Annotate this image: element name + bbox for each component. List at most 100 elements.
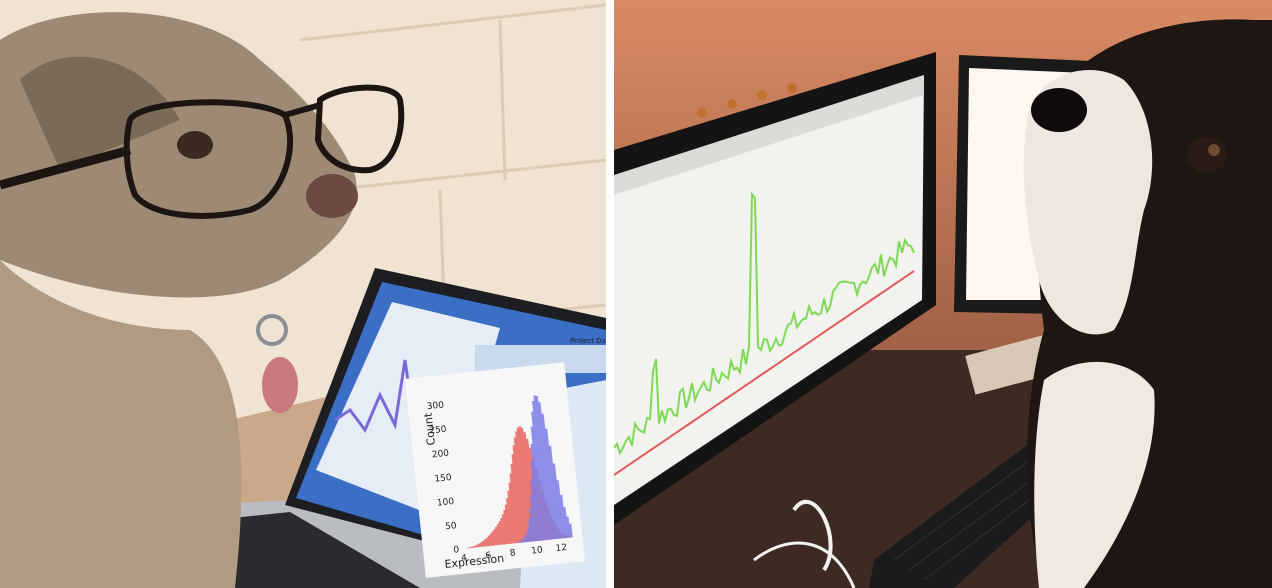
histogram-bar-b — [538, 402, 555, 540]
left-photo-scene: Project Data 0 50 100 150 200 250 300 4 6 8 10 12 … — [0, 0, 606, 588]
histogram-y-tick-label: 100 — [436, 497, 454, 509]
histogram-bar-b — [530, 443, 543, 541]
histogram-bar-b — [516, 542, 520, 544]
histogram-bar-b — [535, 395, 553, 540]
histogram-bar-b — [527, 526, 531, 542]
right-photo-scene — [614, 0, 1272, 588]
histogram-x-tick-label: 6 — [485, 551, 492, 562]
histogram-bar-a — [489, 533, 494, 546]
project-data-title: Project Data — [570, 337, 606, 345]
histogram-bar-b — [518, 541, 522, 543]
histogram-bar-b — [530, 461, 541, 541]
histogram-bar-b — [530, 426, 545, 541]
dog-nose — [306, 174, 358, 218]
histogram-bar-b — [552, 463, 563, 539]
histogram-bar-a — [506, 498, 514, 544]
histogram-bar-a — [496, 524, 502, 546]
histogram-bar-a — [509, 473, 520, 544]
histogram-bar-a — [478, 543, 482, 548]
histogram-bar-b — [556, 480, 565, 539]
dog-eye — [1187, 137, 1227, 173]
histogram-bar-b — [541, 413, 557, 540]
glasses-arm — [0, 145, 132, 190]
histogram-bar-b — [522, 538, 526, 543]
photo-divider — [606, 0, 614, 588]
collar-tag — [262, 357, 298, 413]
monitor-toolbar — [614, 75, 924, 195]
histogram-bar-a — [493, 529, 498, 546]
histogram-bar-a — [503, 509, 510, 545]
histogram-bar-b — [548, 445, 561, 539]
histogram-bar-a — [472, 545, 476, 548]
histogram-bar-b — [529, 494, 537, 542]
dog-right — [1023, 19, 1272, 588]
dog-white-chest — [1034, 361, 1155, 588]
histogram-bar-a — [511, 454, 524, 543]
glasses — [0, 84, 405, 219]
histogram-bar-b — [531, 411, 547, 541]
histogram-y-tick-label: 200 — [431, 449, 449, 461]
histogram-bar-b — [531, 400, 549, 540]
dog-nose — [1031, 88, 1087, 132]
right-photo-dog-with-monitors — [614, 0, 1272, 588]
histogram-bar-b — [569, 523, 573, 538]
histogram-bar-a — [507, 490, 516, 544]
white-cable — [792, 499, 833, 572]
histogram-bar-b — [563, 507, 569, 538]
histogram-bar-a — [501, 514, 508, 545]
histogram-bar-a — [468, 547, 472, 549]
histogram-bar-b — [566, 516, 571, 538]
histogram-bar-b — [528, 518, 533, 542]
histogram-x-tick-label: 12 — [555, 543, 567, 554]
histogram-x-ticks: 4 6 8 10 12 — [461, 543, 568, 564]
monitor-signal-line — [614, 191, 915, 456]
laptop-keyboard — [205, 512, 420, 588]
histogram-x-tick-label: 8 — [509, 548, 516, 559]
histogram-y-tick-label: 150 — [434, 473, 452, 485]
histogram-bars — [466, 395, 573, 549]
histogram-y-label: Count — [422, 412, 438, 447]
histogram-bar-a — [470, 546, 474, 548]
histogram-bar-a — [504, 504, 512, 544]
histogram-bar-a — [500, 517, 506, 545]
histogram-bar-a — [515, 431, 529, 543]
histogram-bar-a — [466, 547, 470, 549]
histogram-bar-a — [513, 437, 528, 543]
dog-left — [0, 12, 405, 588]
histogram-x-tick-label: 4 — [461, 553, 468, 564]
histogram-y-tick-label: 0 — [453, 545, 460, 556]
histogram-bar-a — [518, 426, 533, 542]
glasses-right-lens — [314, 84, 405, 174]
histogram-bar-a — [516, 427, 531, 542]
histogram-y-tick-label: 300 — [426, 400, 444, 412]
histogram-bar-b — [559, 494, 567, 539]
histogram-bar-a — [494, 526, 500, 546]
histogram-y-ticks: 0 50 100 150 200 250 300 — [426, 400, 460, 556]
histogram-bar-b — [530, 479, 539, 542]
glasses-bridge — [284, 102, 321, 118]
histogram-bar-b — [533, 395, 551, 540]
histogram-bar-a — [508, 482, 518, 544]
monitor-trend-line — [614, 270, 915, 476]
histogram-bar-a — [491, 531, 496, 546]
dog-white-face — [1023, 70, 1153, 335]
collar-ring — [256, 314, 288, 346]
histogram-y-tick-label: 50 — [445, 521, 458, 532]
histogram-bar-a — [480, 541, 484, 547]
histogram-bar-a — [498, 521, 504, 545]
histogram-bar-b — [529, 507, 535, 542]
dog-eye — [177, 131, 213, 159]
monitor-buttons — [697, 83, 797, 118]
dog-eye-highlight — [1208, 144, 1220, 156]
desk-paper — [965, 335, 1053, 395]
histogram-bar-b — [520, 540, 524, 543]
white-cable-2 — [753, 541, 856, 588]
left-photo-dog-with-glasses: Project Data 0 50 100 150 200 250 300 4 6 8 10 12 … — [0, 0, 606, 588]
histogram-x-tick-label: 10 — [531, 545, 544, 556]
histogram-bar-a — [474, 545, 478, 548]
monitor-screen — [614, 75, 924, 505]
main-monitor — [614, 52, 936, 525]
dog-fur-shadow — [20, 56, 180, 170]
histogram-x-label: Expression — [444, 552, 505, 571]
histogram-y-tick-label: 250 — [429, 425, 447, 437]
